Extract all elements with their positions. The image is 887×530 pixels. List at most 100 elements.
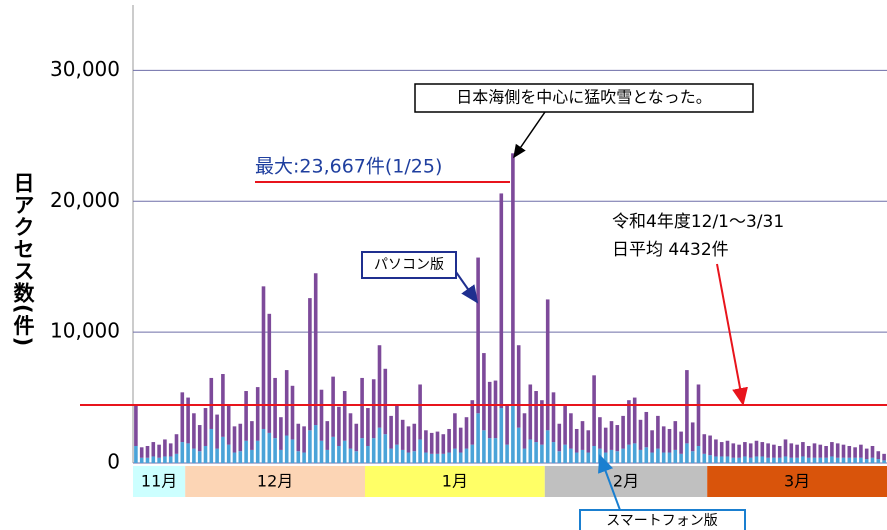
month-band [133,466,186,497]
bar [772,457,776,463]
legend-label: パソコン版 [374,257,444,273]
bar [447,452,451,463]
callout-box [414,83,754,113]
bar [383,434,388,463]
bar [192,413,196,449]
bar [754,456,759,463]
bar [847,445,852,458]
bar [644,411,649,448]
bar [168,456,173,463]
bar [540,444,544,463]
bar [134,405,138,446]
bar [389,448,393,463]
bar [766,443,770,458]
bar [180,392,185,443]
bar [708,455,712,463]
bar [754,440,759,457]
bar [209,377,214,429]
bar [632,397,637,444]
bar [232,426,237,453]
bar [284,435,289,463]
bar [267,432,272,463]
bar [499,193,504,409]
bar [458,452,463,463]
y-tick-label: 10,000 [50,319,120,343]
bar [748,443,753,458]
bar [395,444,399,463]
bar [464,417,469,449]
legend-box [361,251,457,279]
period-annotation: 令和4年度12/1～3/31 [612,212,784,232]
bar [302,426,306,453]
month-band [707,466,887,497]
bar [574,452,579,463]
bar [197,451,202,463]
bar [470,400,475,445]
bar [157,457,161,463]
bar [632,443,637,463]
bar [482,353,486,431]
bar [528,439,533,463]
bar [725,456,730,463]
bar [824,457,828,463]
bar [244,391,248,441]
bar [174,453,179,463]
bar [366,408,370,446]
bar [679,431,683,454]
bar [406,426,411,453]
bar [540,400,544,445]
bar [789,443,794,458]
bar [650,452,654,463]
bar [331,376,335,437]
bar [157,444,161,458]
bar [400,449,405,463]
bar [453,448,457,463]
bar [377,427,382,463]
bar [725,440,730,457]
bar [841,457,846,463]
month-band [185,466,365,497]
y-tick-label: 30,000 [50,57,120,81]
bar [371,379,376,439]
bar [748,457,753,463]
bar [882,453,886,461]
bar [354,423,359,452]
bar [719,442,724,457]
bar [360,438,364,463]
bar [835,457,840,463]
bar [273,438,277,463]
bar [325,449,330,463]
legend-arrow [455,271,479,304]
bar [482,430,486,463]
bar [406,452,411,463]
bar [667,452,672,463]
bar [261,428,266,463]
bar [145,457,150,463]
bar [777,445,782,458]
mean-annotation: 日平均 4432件 [612,240,729,260]
bar [261,286,266,429]
bar [644,447,649,463]
bar [812,457,817,463]
bar [168,443,173,457]
bar [609,421,614,450]
bar [882,460,886,463]
bar [841,444,846,458]
bar [563,444,567,463]
bar [656,448,660,463]
bar [267,313,272,433]
bar [412,423,417,452]
bar [569,413,573,449]
bar [592,375,596,446]
bar [203,445,208,463]
bar [685,370,689,444]
bar [389,415,393,449]
bar [679,453,683,463]
bar [586,430,591,453]
bar [685,443,689,463]
bar [661,452,666,463]
bar [163,439,167,457]
bar [859,457,863,463]
bar [180,442,185,463]
bar [424,452,428,463]
